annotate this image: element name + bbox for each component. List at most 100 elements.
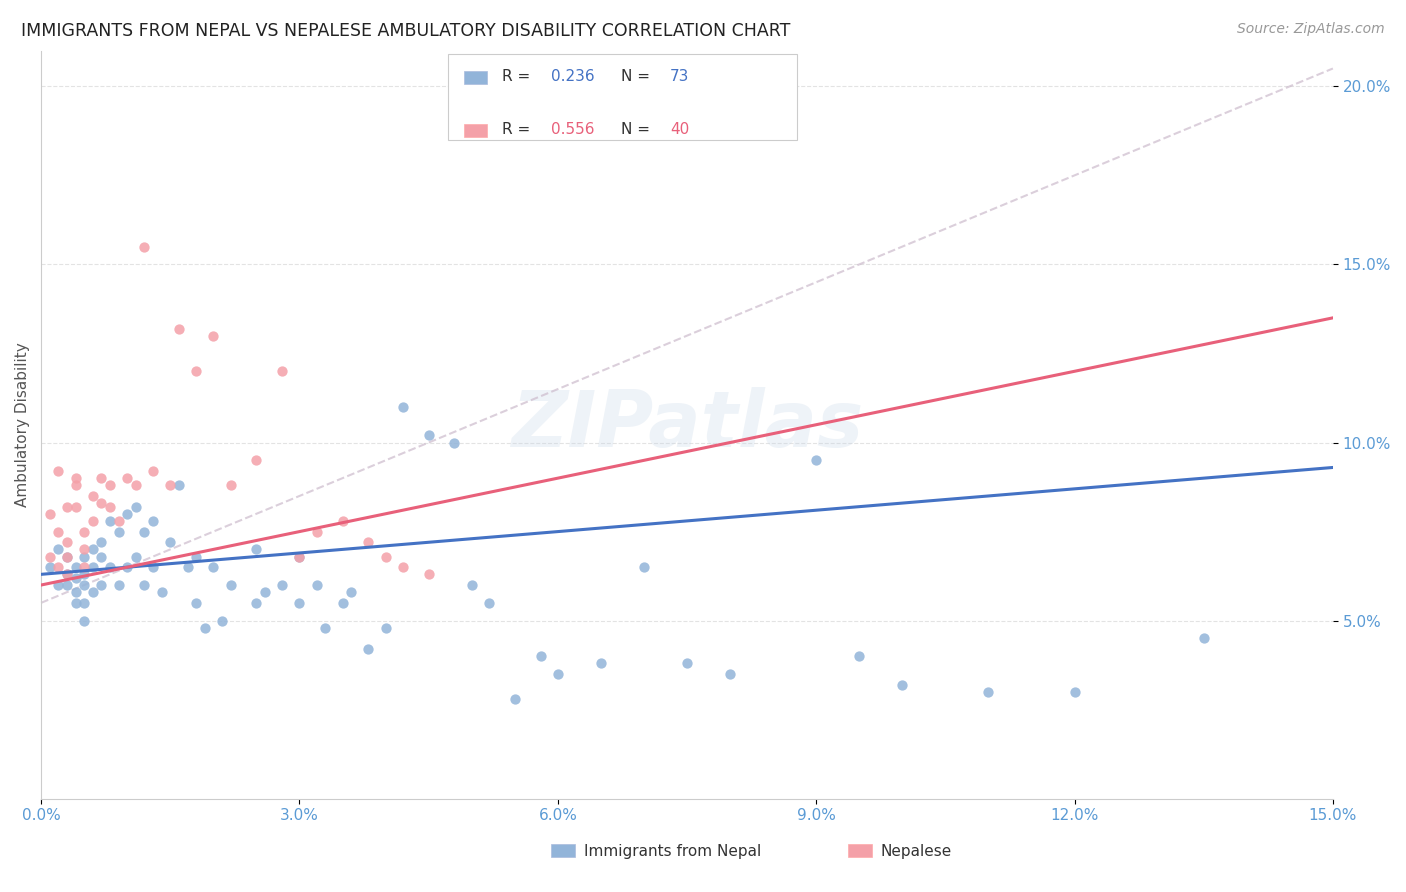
Point (56, 500, 79, 514)
Point (38, 507, 60, 521)
Point (340, 585, 363, 599)
Point (150, 585, 173, 599)
Point (73, 596, 96, 610)
Point (418, 567, 440, 582)
Point (115, 560, 138, 574)
Point (65, 471, 87, 485)
Point (98, 560, 121, 574)
Point (82, 489, 104, 503)
Point (38, 549, 60, 564)
Point (65, 571, 87, 585)
Point (134, 524, 156, 539)
Point (167, 478, 190, 492)
Point (391, 400, 413, 414)
Point (332, 596, 354, 610)
Y-axis label: Ambulatory Disability: Ambulatory Disability (15, 343, 30, 507)
Point (73, 567, 96, 582)
Point (56, 535, 79, 549)
Point (589, 657, 612, 671)
Point (305, 524, 328, 539)
Point (56, 567, 79, 582)
Text: R =: R = (502, 70, 536, 85)
Point (73, 542, 96, 557)
Point (219, 478, 242, 492)
Point (65, 560, 87, 574)
Point (73, 578, 96, 592)
Point (184, 596, 207, 610)
Point (82, 585, 104, 599)
Point (46, 578, 69, 592)
Point (90, 549, 112, 564)
Text: 0.236: 0.236 (551, 70, 595, 85)
Point (478, 596, 501, 610)
Point (374, 621, 396, 635)
Point (98, 514, 121, 528)
Point (718, 667, 741, 681)
Point (245, 542, 267, 557)
Point (219, 578, 242, 592)
Text: R =: R = (502, 122, 536, 137)
Point (245, 453, 267, 467)
FancyBboxPatch shape (464, 124, 486, 137)
Text: Source: ZipAtlas.com: Source: ZipAtlas.com (1237, 22, 1385, 37)
Point (90, 535, 112, 549)
Point (314, 621, 336, 635)
Point (202, 560, 225, 574)
Point (56, 567, 79, 582)
Point (194, 621, 217, 635)
Text: ZIPatlas: ZIPatlas (510, 387, 863, 463)
Text: 0.556: 0.556 (551, 122, 595, 137)
Text: Nepalese: Nepalese (880, 844, 952, 859)
Point (98, 478, 121, 492)
Point (90, 496, 112, 510)
Point (547, 667, 569, 681)
Point (977, 685, 1000, 699)
Text: N =: N = (621, 122, 655, 137)
Point (253, 585, 276, 599)
Point (288, 596, 311, 610)
Point (56, 549, 79, 564)
Point (125, 549, 148, 564)
Point (676, 657, 699, 671)
Point (46, 524, 69, 539)
Point (633, 560, 655, 574)
Point (134, 239, 156, 253)
Point (107, 578, 129, 592)
Point (107, 524, 129, 539)
Point (115, 507, 138, 521)
Point (82, 514, 104, 528)
Point (288, 549, 311, 564)
Point (184, 364, 207, 378)
Point (848, 649, 870, 664)
Point (90, 578, 112, 592)
Point (65, 596, 87, 610)
Point (98, 500, 121, 514)
Point (443, 435, 465, 450)
Point (107, 514, 129, 528)
Point (167, 321, 190, 335)
Point (82, 560, 104, 574)
Point (73, 549, 96, 564)
Point (1063, 685, 1085, 699)
FancyBboxPatch shape (551, 844, 575, 857)
Point (271, 364, 294, 378)
Point (891, 678, 914, 692)
Point (56, 549, 79, 564)
Point (271, 578, 294, 592)
Point (38, 560, 60, 574)
Point (115, 471, 138, 485)
Text: Immigrants from Nepal: Immigrants from Nepal (583, 844, 761, 859)
Text: 40: 40 (671, 122, 689, 137)
Point (73, 524, 96, 539)
Point (46, 542, 69, 557)
FancyBboxPatch shape (464, 70, 486, 85)
Point (245, 596, 267, 610)
Point (806, 453, 828, 467)
Point (134, 578, 156, 592)
Point (357, 535, 380, 549)
Point (65, 478, 87, 492)
Point (125, 478, 148, 492)
Text: 73: 73 (671, 70, 689, 85)
Point (305, 578, 328, 592)
Point (176, 560, 198, 574)
